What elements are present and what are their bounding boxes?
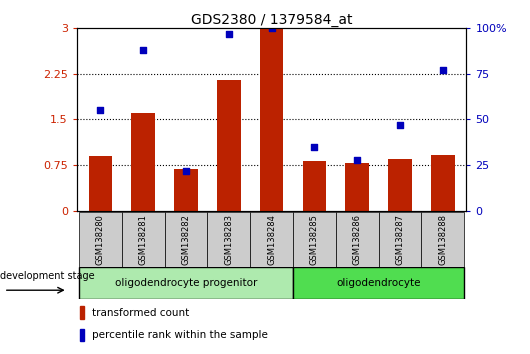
Bar <box>79 267 293 299</box>
Point <box>225 31 233 36</box>
Bar <box>80 329 84 341</box>
Bar <box>122 212 165 267</box>
Bar <box>388 159 412 211</box>
Text: GSM138284: GSM138284 <box>267 215 276 265</box>
Bar <box>80 307 84 319</box>
Text: GSM138286: GSM138286 <box>353 214 362 266</box>
Bar <box>293 212 336 267</box>
Point <box>396 122 404 128</box>
Text: GSM138287: GSM138287 <box>395 214 404 266</box>
Text: oligodendrocyte progenitor: oligodendrocyte progenitor <box>115 278 257 288</box>
Text: GSM138288: GSM138288 <box>438 214 447 266</box>
Bar <box>174 169 198 211</box>
Point <box>267 25 276 31</box>
Point <box>139 47 147 53</box>
Bar <box>217 80 241 211</box>
Point <box>310 144 319 150</box>
Text: oligodendrocyte: oligodendrocyte <box>337 278 421 288</box>
Bar <box>421 212 464 267</box>
Bar <box>260 28 284 211</box>
Text: percentile rank within the sample: percentile rank within the sample <box>92 330 268 340</box>
Text: GSM138280: GSM138280 <box>96 215 105 265</box>
Bar <box>378 212 421 267</box>
Bar <box>293 267 464 299</box>
Text: GSM138283: GSM138283 <box>224 214 233 266</box>
Bar <box>431 155 455 211</box>
Bar <box>250 212 293 267</box>
Text: GSM138281: GSM138281 <box>139 215 148 265</box>
Bar <box>207 212 250 267</box>
Text: transformed count: transformed count <box>92 308 189 318</box>
Text: development stage: development stage <box>0 271 95 281</box>
Bar <box>303 161 326 211</box>
Bar <box>336 212 378 267</box>
Bar <box>346 163 369 211</box>
Bar <box>89 156 112 211</box>
Title: GDS2380 / 1379584_at: GDS2380 / 1379584_at <box>191 13 352 27</box>
Bar <box>131 113 155 211</box>
Point <box>439 67 447 73</box>
Text: GSM138282: GSM138282 <box>181 215 190 265</box>
Point <box>353 157 361 162</box>
Bar <box>165 212 207 267</box>
Text: GSM138285: GSM138285 <box>310 215 319 265</box>
Bar <box>79 212 122 267</box>
Point <box>182 168 190 173</box>
Point <box>96 108 104 113</box>
